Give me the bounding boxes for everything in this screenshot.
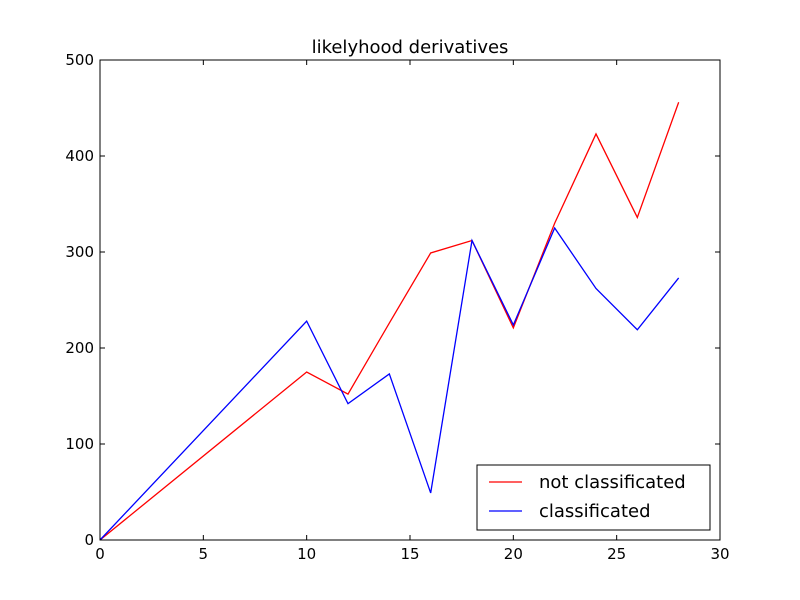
legend: not classificated classificated <box>476 464 711 531</box>
legend-label-1: classificated <box>539 501 651 522</box>
x-tick-label: 0 <box>95 545 105 563</box>
y-tick-label: 0 <box>84 531 94 549</box>
x-tick-label: 5 <box>199 545 209 563</box>
chart-title: likelyhood derivatives <box>312 37 509 58</box>
x-tick-label: 30 <box>710 545 729 563</box>
y-tick-label: 100 <box>65 435 94 453</box>
legend-box <box>476 464 711 531</box>
y-tick-label: 300 <box>65 243 94 261</box>
legend-label-0: not classificated <box>539 472 686 493</box>
x-tick-label: 15 <box>400 545 419 563</box>
x-tick-label: 10 <box>297 545 316 563</box>
y-tick-label: 200 <box>65 339 94 357</box>
y-tick-label: 500 <box>65 51 94 69</box>
x-tick-label: 25 <box>607 545 626 563</box>
y-tick-label: 400 <box>65 147 94 165</box>
series-line-1 <box>99 226 680 541</box>
x-tick-label: 20 <box>504 545 523 563</box>
